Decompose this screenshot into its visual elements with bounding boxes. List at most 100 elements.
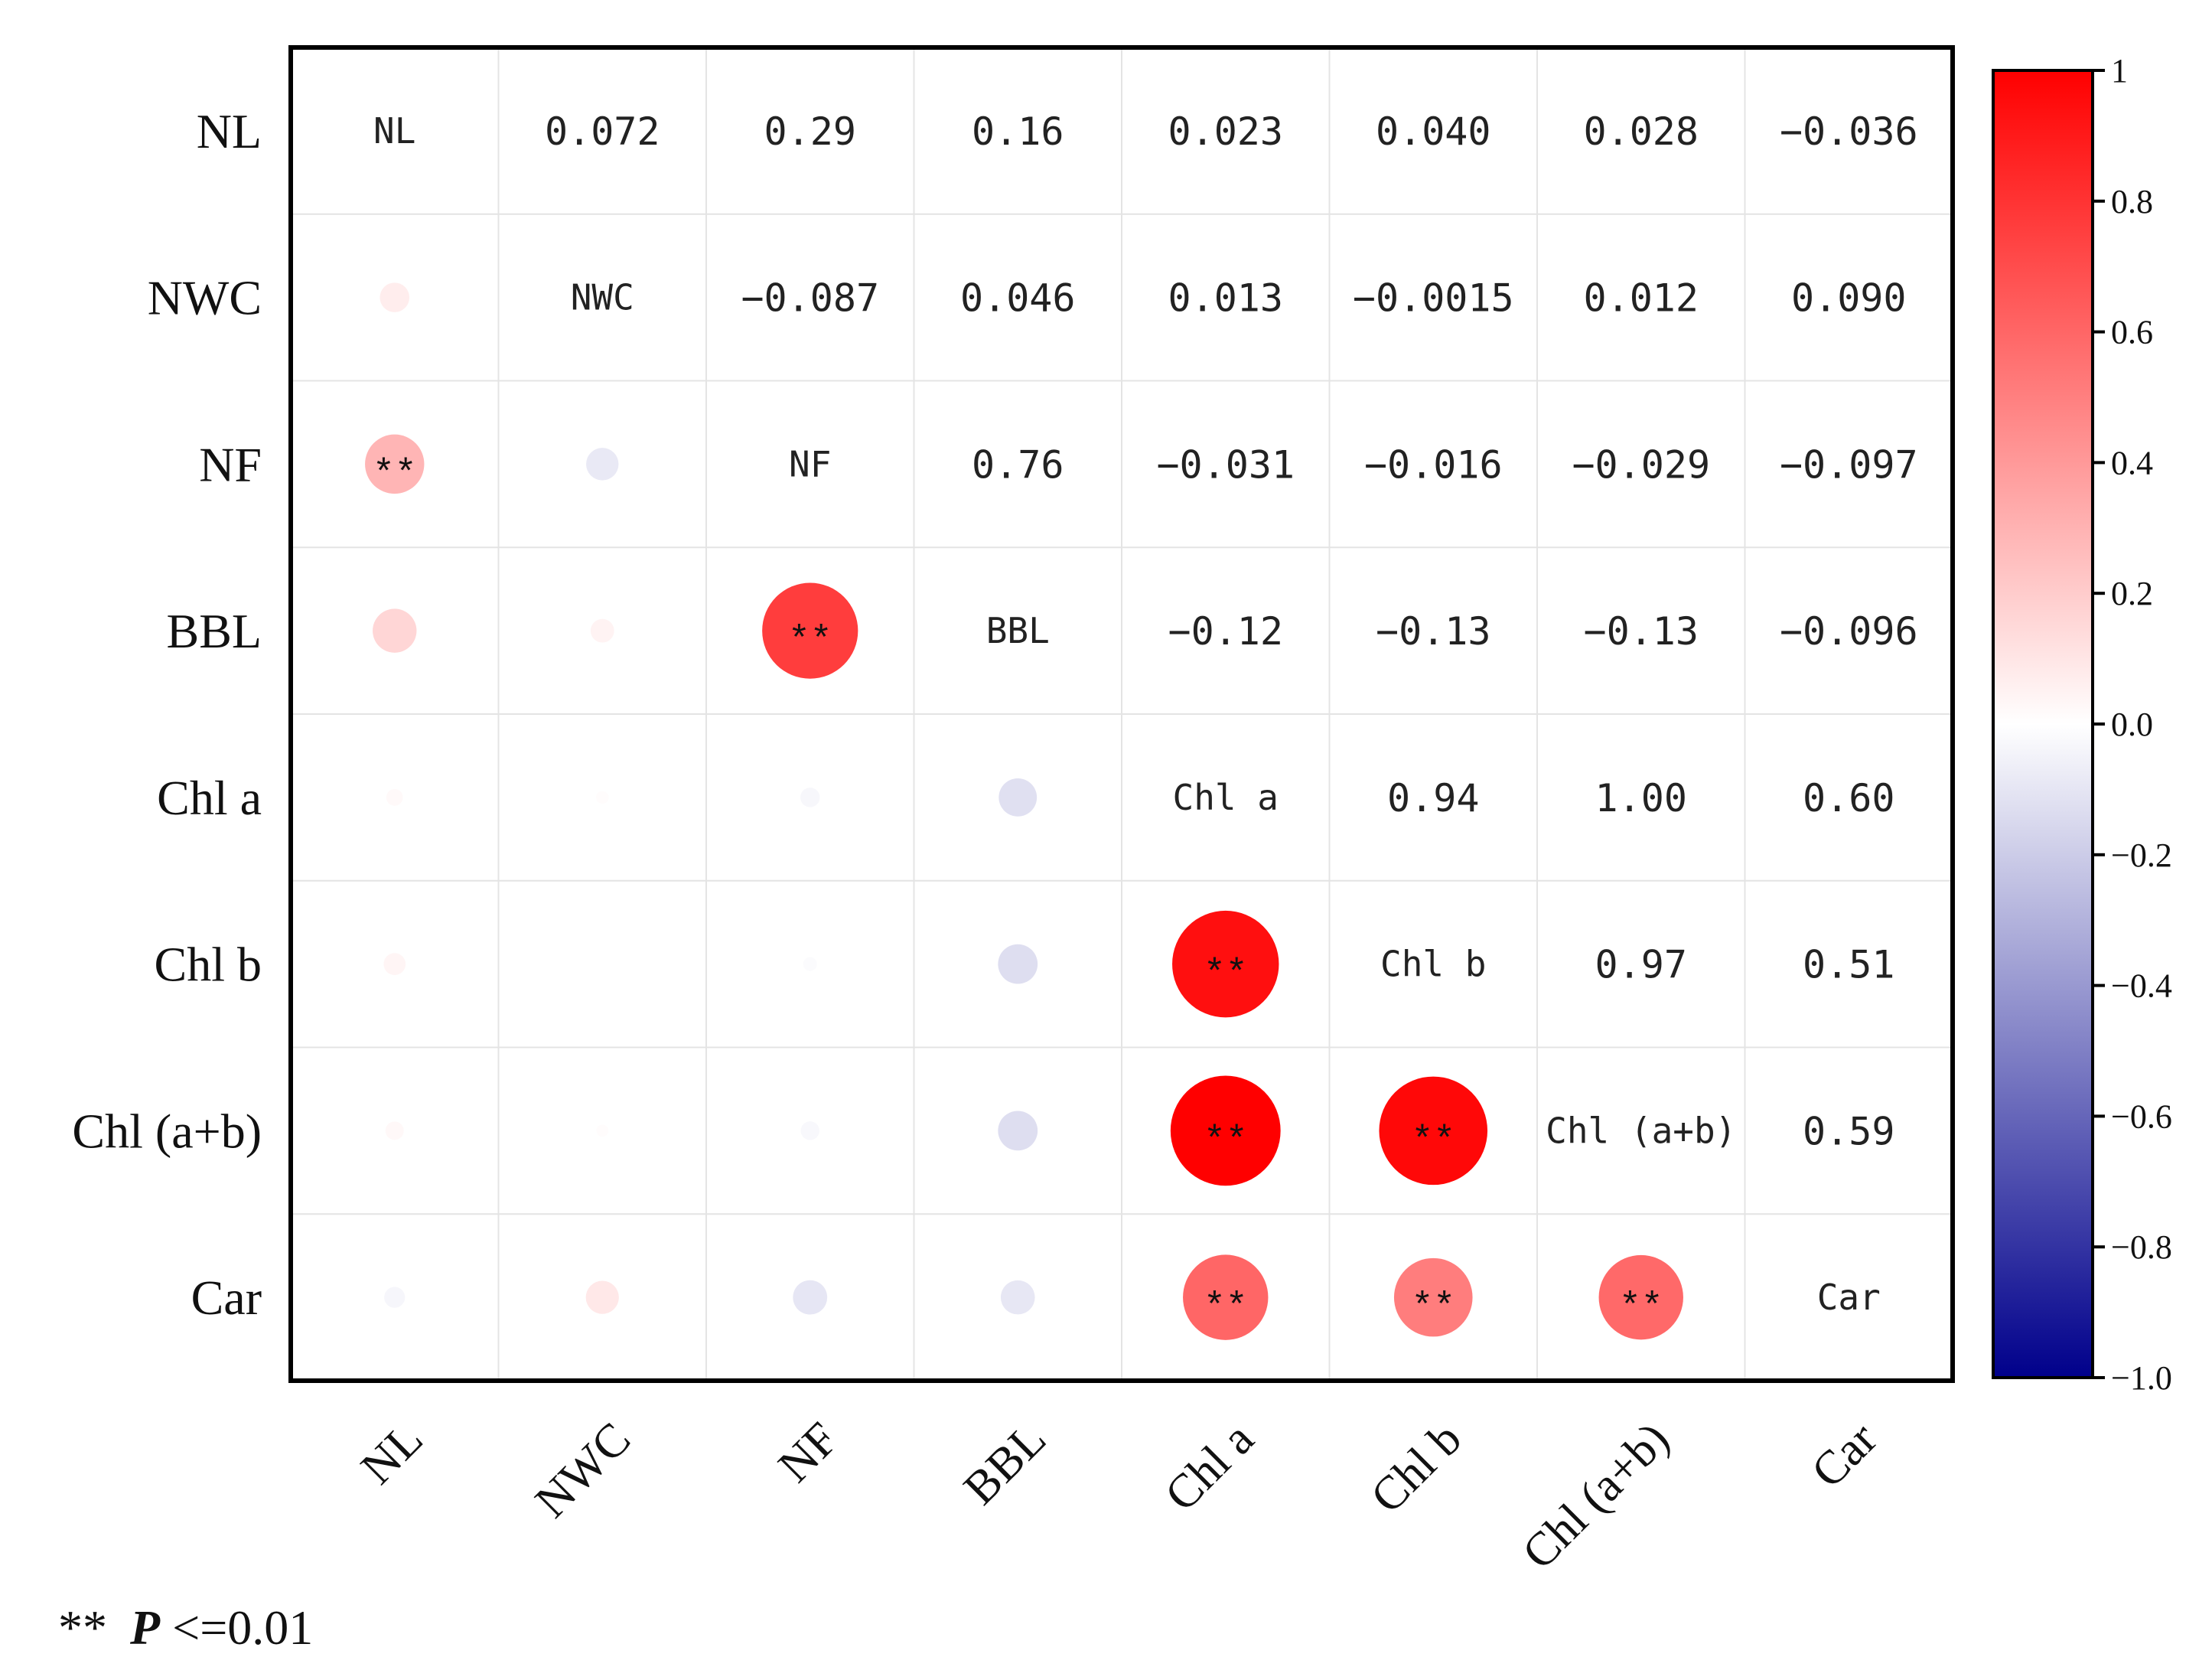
significance-marker: ** bbox=[1411, 1287, 1455, 1329]
correlation-circle bbox=[800, 1121, 819, 1140]
correlation-value: 1.00 bbox=[1595, 776, 1687, 820]
row-label: NL bbox=[197, 104, 262, 158]
correlation-value: 0.16 bbox=[972, 109, 1064, 154]
correlation-value: 0.59 bbox=[1803, 1109, 1894, 1153]
correlation-value: 0.51 bbox=[1803, 943, 1894, 987]
correlation-circle bbox=[365, 434, 425, 494]
correlation-value: 0.97 bbox=[1595, 943, 1687, 987]
footnote-p: P bbox=[129, 1600, 161, 1655]
colorbar-tick-label: 1 bbox=[2111, 52, 2128, 90]
row-label: Chl b bbox=[155, 938, 262, 992]
correlation-value: 0.013 bbox=[1168, 276, 1283, 321]
column-label: BBL bbox=[954, 1413, 1056, 1515]
colorbar-tick-label: 0.6 bbox=[2111, 314, 2153, 351]
colorbar-tick-label: 0.2 bbox=[2111, 575, 2153, 612]
colorbar-tick-label: −0.6 bbox=[2111, 1098, 2172, 1135]
correlation-circle bbox=[1379, 1076, 1488, 1186]
correlation-value: 0.76 bbox=[972, 442, 1064, 487]
correlation-circle bbox=[1598, 1254, 1683, 1340]
correlation-value: −0.016 bbox=[1364, 442, 1503, 487]
correlation-value: −0.13 bbox=[1583, 609, 1699, 654]
correlation-circle bbox=[998, 778, 1038, 817]
row-label: Car bbox=[191, 1270, 262, 1325]
correlation-value: 0.29 bbox=[764, 109, 856, 154]
row-label: Chl (a+b) bbox=[72, 1104, 262, 1158]
footnote-threshold: <=0.01 bbox=[172, 1600, 313, 1655]
correlation-value: −0.13 bbox=[1376, 609, 1491, 654]
correlation-value: 0.040 bbox=[1376, 109, 1491, 154]
column-label: Chl a bbox=[1155, 1413, 1264, 1522]
correlation-circle bbox=[998, 1111, 1038, 1151]
correlation-value: −0.031 bbox=[1156, 442, 1295, 487]
correlation-circle bbox=[1172, 910, 1279, 1018]
correlation-value: −0.097 bbox=[1780, 442, 1918, 487]
correlation-value: 0.60 bbox=[1803, 776, 1894, 820]
diagonal-label: BBL bbox=[986, 610, 1050, 651]
colorbar-gradient bbox=[1992, 69, 2094, 1379]
correlation-circle bbox=[384, 1287, 406, 1308]
diagonal-label: NWC bbox=[571, 277, 634, 318]
significance-marker: ** bbox=[788, 621, 832, 662]
significance-marker: ** bbox=[1204, 1120, 1248, 1162]
correlation-value: −0.096 bbox=[1780, 609, 1918, 654]
colorbar-tick-label: 0.0 bbox=[2111, 706, 2153, 743]
correlation-value: −0.0015 bbox=[1353, 276, 1514, 321]
column-label: Car bbox=[1802, 1413, 1888, 1499]
row-label: NF bbox=[199, 437, 262, 491]
row-label: Chl a bbox=[157, 771, 262, 825]
correlation-value: 0.012 bbox=[1583, 276, 1699, 321]
correlation-circle bbox=[596, 1124, 609, 1137]
correlation-value: −0.12 bbox=[1168, 609, 1283, 654]
diagonal-label: NL bbox=[373, 110, 415, 152]
colorbar-tick-label: −0.8 bbox=[2111, 1228, 2172, 1266]
diagonal-label: Chl (a+b) bbox=[1546, 1110, 1736, 1151]
correlation-circle bbox=[998, 944, 1038, 984]
column-label: Chl b bbox=[1361, 1413, 1471, 1523]
colorbar-tick-label: 0.4 bbox=[2111, 444, 2153, 481]
colorbar: 1 0.8 0.6 0.4 0.2 0.0 −0.2 −0.4 −0.6 −0.8 −1.0 bbox=[1992, 52, 2172, 1397]
correlation-value: −0.087 bbox=[741, 276, 879, 321]
correlation-circle bbox=[1393, 1257, 1473, 1337]
correlation-circle bbox=[600, 961, 605, 967]
colorbar-tick-label: −0.2 bbox=[2111, 837, 2172, 874]
correlation-value: −0.029 bbox=[1572, 442, 1710, 487]
correlation-value: −0.036 bbox=[1780, 109, 1918, 154]
diagonal-label: Chl a bbox=[1173, 777, 1279, 818]
correlation-values: ** ** ** ** ** ** ** ** NL 0.072 0.29 0.16 0.023 0.04… bbox=[373, 109, 1918, 1329]
correlation-circle bbox=[590, 618, 614, 643]
correlation-circle bbox=[386, 788, 403, 806]
correlation-circle bbox=[585, 1280, 619, 1314]
significance-marker: ** bbox=[373, 454, 417, 495]
correlation-circle bbox=[380, 282, 410, 312]
correlation-circle bbox=[800, 788, 820, 807]
matrix-frame bbox=[288, 45, 1955, 1383]
correlation-value: 0.046 bbox=[960, 276, 1076, 321]
correlation-circle bbox=[373, 608, 417, 653]
correlation-circle bbox=[383, 953, 406, 976]
diagonal-label: Car bbox=[1817, 1277, 1881, 1318]
diagonal-label: NF bbox=[789, 443, 831, 484]
correlation-circle bbox=[793, 1280, 828, 1315]
correlation-circles bbox=[365, 282, 1683, 1340]
column-label: NL bbox=[351, 1413, 433, 1495]
row-label: NWC bbox=[148, 271, 262, 325]
correlation-circle bbox=[596, 791, 609, 804]
correlation-circle bbox=[803, 957, 817, 971]
correlation-circle bbox=[1000, 1280, 1035, 1315]
column-label: NF bbox=[769, 1413, 849, 1492]
footnote-stars: ** bbox=[58, 1600, 107, 1655]
column-label: Chl (a+b) bbox=[1513, 1413, 1679, 1580]
correlation-value: 0.94 bbox=[1387, 776, 1479, 820]
diagonal-label: Chl b bbox=[1380, 944, 1486, 985]
correlation-circle bbox=[385, 1121, 404, 1140]
significance-marker: ** bbox=[1204, 1287, 1248, 1329]
row-label: BBL bbox=[167, 604, 262, 658]
row-labels: NL NWC NF BBL Chl a Chl b Chl (a+b) Car bbox=[72, 104, 262, 1325]
correlation-circle bbox=[586, 448, 619, 481]
correlation-value: 0.072 bbox=[545, 109, 660, 154]
column-labels: NL NWC NF BBL Chl a Chl b Chl (a+b) Car bbox=[351, 1413, 1887, 1580]
significance-marker: ** bbox=[1619, 1287, 1663, 1329]
matrix-grid bbox=[291, 47, 1953, 1381]
colorbar-tick-label: −0.4 bbox=[2111, 967, 2172, 1005]
